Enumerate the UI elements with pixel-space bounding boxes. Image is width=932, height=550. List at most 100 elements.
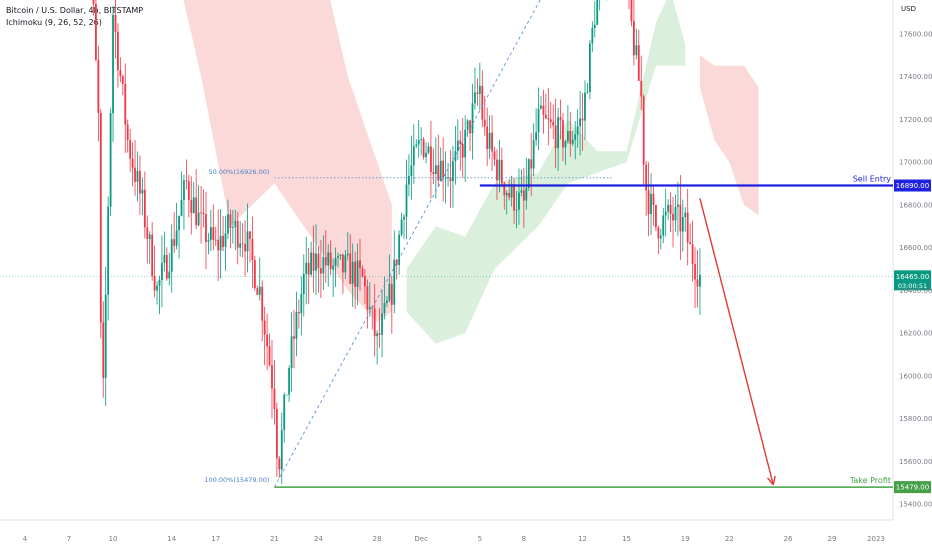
candle-body — [359, 260, 361, 269]
x-tick-label: 4 — [23, 535, 28, 543]
kumo-cloud-bearish-future — [699, 55, 759, 216]
candle-body — [503, 183, 506, 196]
candle-body — [315, 253, 317, 271]
candle-body — [525, 187, 528, 201]
candle-body — [684, 212, 687, 218]
kumo-cloud-bullish — [406, 0, 686, 344]
take-profit-label: Take Profit — [849, 476, 891, 485]
candle-body — [527, 159, 530, 188]
candle-body — [486, 126, 489, 150]
candle-body — [364, 276, 366, 287]
candle-body — [679, 204, 682, 232]
candle-body — [633, 21, 635, 56]
candle-body — [652, 193, 655, 205]
indicator-label[interactable]: Ichimoku (9, 26, 52, 26) — [6, 18, 102, 27]
candle-body — [452, 161, 454, 182]
candle-body — [569, 131, 572, 144]
candle-body — [349, 253, 352, 284]
candle-body — [640, 80, 643, 97]
candle-body — [151, 234, 154, 277]
candle-body — [205, 214, 207, 242]
candle-body — [141, 189, 144, 194]
candle-body — [667, 204, 670, 212]
candle-body — [173, 239, 176, 246]
candle-body — [373, 308, 376, 337]
y-tick-label: 15400.00 — [899, 501, 932, 509]
x-tick-label: 12 — [578, 535, 587, 543]
countdown-label: 03:00:51 — [898, 282, 927, 290]
candle-body — [544, 114, 547, 119]
candle-body — [354, 261, 357, 287]
candle-body — [579, 118, 582, 127]
candle-body — [119, 70, 122, 77]
x-tick-label: 21 — [270, 535, 279, 543]
candle-body — [249, 231, 251, 239]
x-tick-label: 22 — [725, 535, 734, 543]
candle-body — [535, 132, 537, 141]
candle-body — [344, 255, 347, 273]
candle-body — [317, 253, 320, 269]
candle-body — [564, 141, 567, 148]
x-tick-label: 7 — [67, 535, 71, 543]
candle-body — [381, 313, 383, 335]
x-tick-label: 29 — [828, 535, 837, 543]
candle-body — [178, 215, 180, 231]
candle-body — [342, 254, 344, 273]
candle-body — [126, 124, 129, 141]
candle-body — [437, 165, 440, 181]
candle-body — [236, 220, 239, 248]
candle-body — [425, 152, 427, 158]
candle-body — [677, 204, 679, 207]
x-tick-label: 15 — [622, 535, 631, 543]
candle-body — [251, 238, 254, 261]
candle-body — [522, 190, 525, 201]
candle-body — [405, 184, 408, 217]
candle-body — [129, 140, 132, 159]
candle-body — [672, 213, 674, 221]
y-tick-label: 16800.00 — [899, 201, 932, 209]
candle-body — [593, 24, 596, 29]
candle-body — [442, 160, 445, 179]
candle-body — [143, 189, 146, 228]
sell-entry-price-tag — [894, 179, 931, 192]
x-tick-label: 10 — [109, 535, 118, 543]
candle-body — [390, 283, 393, 305]
candle-body — [95, 3, 97, 60]
candle-body — [686, 212, 689, 243]
candle-body — [596, 0, 599, 25]
candle-body — [537, 108, 540, 133]
candle-body — [217, 239, 220, 251]
candle-body — [500, 159, 503, 184]
candle-body — [187, 181, 190, 200]
candle-body — [185, 180, 188, 182]
x-tick-label: 8 — [522, 535, 526, 543]
candle-body — [491, 132, 493, 152]
candle-body — [239, 243, 242, 248]
candle-body — [508, 192, 511, 198]
candle-body — [510, 184, 513, 198]
candle-body — [200, 212, 202, 214]
candle-body — [459, 140, 462, 145]
x-tick-label: Dec — [414, 535, 428, 543]
y-tick-label: 15800.00 — [899, 415, 932, 423]
candle-body — [393, 259, 396, 305]
candle-body — [332, 265, 335, 270]
current-price-label: 16465.00 — [896, 273, 929, 281]
y-tick-label: 17400.00 — [899, 73, 932, 81]
fib-level-50-label: 50.00%(16926.00) — [209, 168, 270, 176]
candle-body — [647, 190, 650, 215]
projection-arrow-head — [766, 477, 774, 486]
candle-body — [334, 257, 337, 266]
candle-body — [586, 91, 589, 93]
candle-body — [422, 139, 425, 158]
candle-body — [481, 85, 484, 120]
candle-body — [386, 300, 388, 304]
x-tick-label: 14 — [167, 535, 176, 543]
candle-body — [376, 333, 379, 337]
candle-body — [307, 262, 310, 275]
x-tick-label: 26 — [784, 535, 793, 543]
chart-symbol-title: Bitcoin / U.S. Dollar, 4h, BITSTAMP — [6, 6, 144, 15]
candle-body — [689, 242, 692, 245]
x-tick-label: 17 — [211, 535, 220, 543]
